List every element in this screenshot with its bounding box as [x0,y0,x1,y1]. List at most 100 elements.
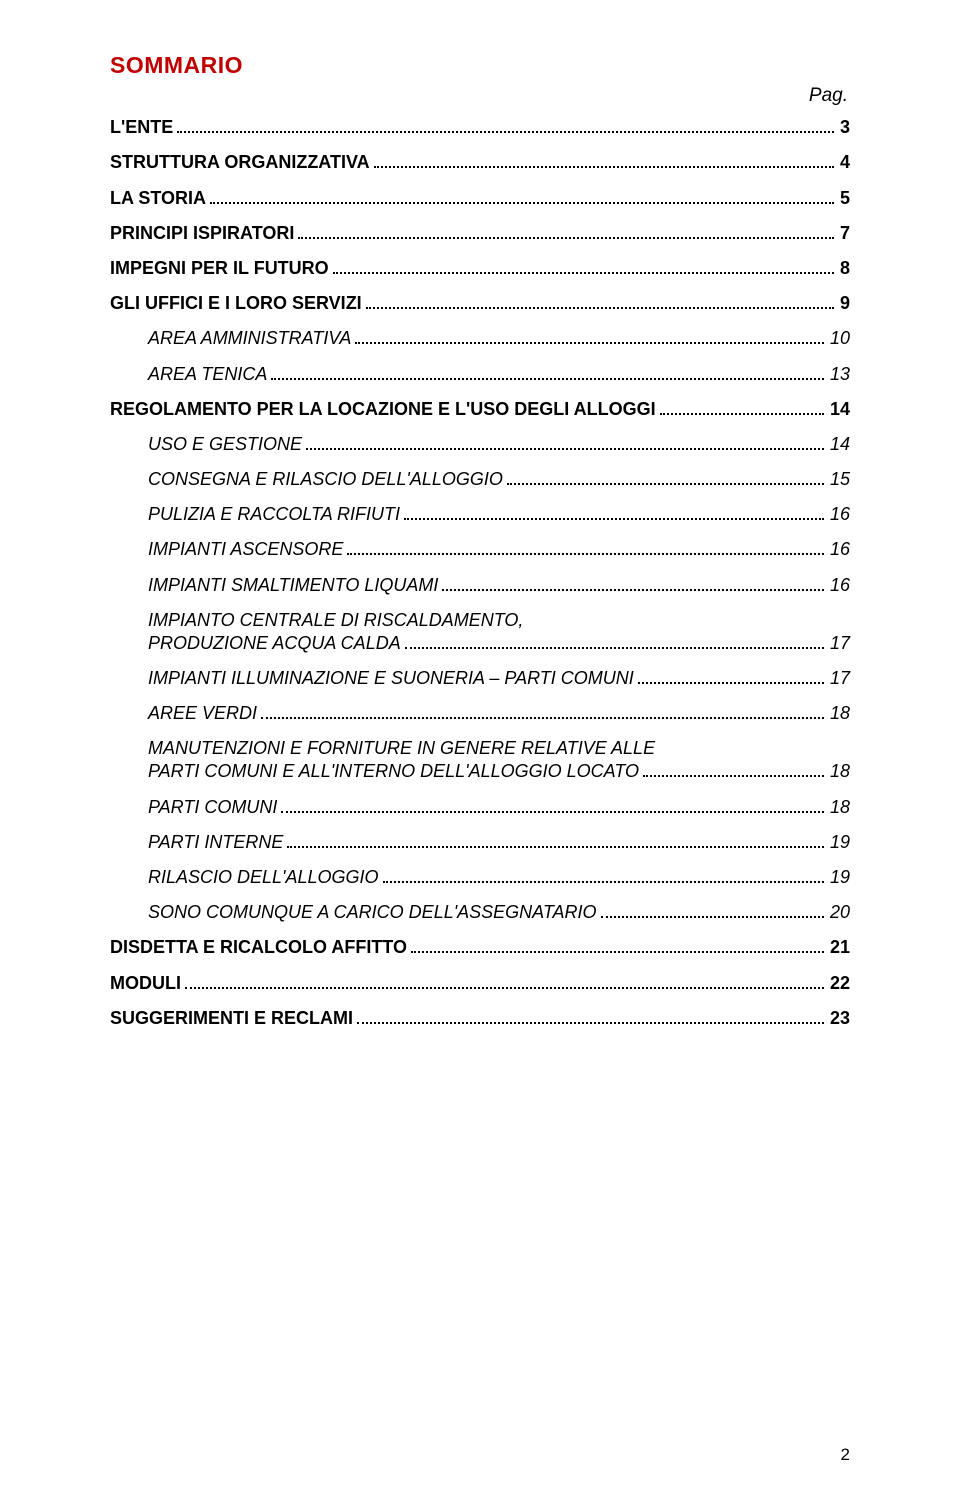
toc-page: 18 [828,703,850,724]
toc-entry: SUGGERIMENTI E RECLAMI 23 [110,1008,850,1029]
toc-label: MODULI [110,973,181,994]
toc-label: AREE VERDI [148,703,257,724]
toc-leader [298,223,834,239]
toc-page: 16 [828,504,850,525]
toc-page: 7 [838,223,850,244]
toc-leader [374,152,834,168]
toc-leader [287,832,824,848]
toc-page: 18 [828,761,850,782]
toc-leader [355,328,824,344]
toc-label: CONSEGNA E RILASCIO DELL'ALLOGGIO [148,469,503,490]
toc-entry: AREE VERDI 18 [110,703,850,724]
toc-entry: IMPEGNI PER IL FUTURO 8 [110,258,850,279]
toc-leader [643,761,824,777]
toc-leader [210,187,834,203]
toc-label: DISDETTA E RICALCOLO AFFITTO [110,937,407,958]
toc-entry: PARTI INTERNE 19 [110,832,850,853]
toc-entry: REGOLAMENTO PER LA LOCAZIONE E L'USO DEG… [110,399,850,420]
toc-entry: MODULI 22 [110,972,850,993]
toc-page: 20 [828,902,850,923]
toc-entry: AREA AMMINISTRATIVA 10 [110,328,850,349]
toc-leader [383,867,824,883]
page: SOMMARIO Pag. L'ENTE 3 STRUTTURA ORGANIZZA… [0,0,960,1493]
toc-label: REGOLAMENTO PER LA LOCAZIONE E L'USO DEG… [110,399,656,420]
toc-label: AREA TENICA [148,364,267,385]
toc-page: 8 [838,258,850,279]
footer-page-number: 2 [841,1445,850,1465]
toc-entry: CONSEGNA E RILASCIO DELL'ALLOGGIO 15 [110,469,850,490]
toc-label: AREA AMMINISTRATIVA [148,328,351,349]
toc-leader [442,574,824,590]
toc-label: PULIZIA E RACCOLTA RIFIUTI [148,504,400,525]
toc-label: LA STORIA [110,188,206,209]
toc-entry: IMPIANTI ASCENSORE16 [110,539,850,560]
toc-leader [405,633,824,649]
toc-label: USO E GESTIONE [148,434,302,455]
toc-entry: LA STORIA 5 [110,187,850,208]
toc-leader [404,504,824,520]
toc-page: 16 [828,575,850,596]
document-title: SOMMARIO [110,52,850,79]
toc-label: L'ENTE [110,117,173,138]
toc-leader [177,117,834,133]
toc-entry: PRODUZIONE ACQUA CALDA 17 [110,633,850,654]
toc-page: 17 [828,668,850,689]
toc-entry: IMPIANTI SMALTIMENTO LIQUAMI 16 [110,574,850,595]
toc-entry: RILASCIO DELL'ALLOGGIO19 [110,867,850,888]
toc-leader [660,399,824,415]
toc-entry: IMPIANTI ILLUMINAZIONE E SUONERIA – PART… [110,668,850,689]
toc-leader [601,902,824,918]
toc-entry-line1: MANUTENZIONI E FORNITURE IN GENERE RELAT… [110,738,850,759]
toc-leader [306,434,824,450]
toc-page: 14 [828,399,850,420]
toc-entry: SONO COMUNQUE A CARICO DELL'ASSEGNATARIO… [110,902,850,923]
toc-entry: DISDETTA E RICALCOLO AFFITTO21 [110,937,850,958]
toc-entry: PULIZIA E RACCOLTA RIFIUTI 16 [110,504,850,525]
table-of-contents: L'ENTE 3 STRUTTURA ORGANIZZATIVA4 LA STORIA… [110,117,850,1029]
toc-label: SUGGERIMENTI E RECLAMI [110,1008,353,1029]
toc-page: 13 [828,364,850,385]
toc-label: PARTI COMUNI [148,797,277,818]
toc-entry: L'ENTE 3 [110,117,850,138]
toc-entry: AREA TENICA 13 [110,363,850,384]
toc-page: 9 [838,293,850,314]
toc-label: SONO COMUNQUE A CARICO DELL'ASSEGNATARIO [148,902,597,923]
toc-leader [347,539,824,555]
toc-label: PARTI INTERNE [148,832,283,853]
toc-page: 19 [828,832,850,853]
toc-label: IMPIANTI ILLUMINAZIONE E SUONERIA – PART… [148,668,634,689]
toc-entry: GLI UFFICI E I LORO SERVIZI 9 [110,293,850,314]
toc-leader [271,363,824,379]
toc-entry: PARTI COMUNI18 [110,796,850,817]
toc-label: GLI UFFICI E I LORO SERVIZI [110,293,362,314]
toc-leader [357,1008,824,1024]
toc-entry-line1: IMPIANTO CENTRALE DI RISCALDAMENTO, [110,610,850,631]
toc-entry: PRINCIPI ISPIRATORI 7 [110,223,850,244]
toc-label: IMPIANTI ASCENSORE [148,539,343,560]
toc-page: 3 [838,117,850,138]
toc-leader [507,469,824,485]
toc-label: IMPEGNI PER IL FUTURO [110,258,329,279]
toc-leader [185,972,824,988]
toc-leader [411,937,824,953]
page-label: Pag. [110,85,850,107]
toc-page: 17 [828,633,850,654]
toc-leader [638,668,824,684]
toc-leader [281,796,824,812]
toc-entry: USO E GESTIONE 14 [110,434,850,455]
toc-label: PARTI COMUNI E ALL'INTERNO DELL'ALLOGGIO… [148,761,639,782]
toc-page: 23 [828,1008,850,1029]
toc-page: 19 [828,867,850,888]
toc-page: 5 [838,188,850,209]
toc-label: IMPIANTI SMALTIMENTO LIQUAMI [148,575,438,596]
toc-leader [366,293,834,309]
toc-page: 15 [828,469,850,490]
toc-page: 14 [828,434,850,455]
toc-entry: STRUTTURA ORGANIZZATIVA4 [110,152,850,173]
toc-label: STRUTTURA ORGANIZZATIVA [110,152,370,173]
toc-page: 10 [828,328,850,349]
toc-label: PRINCIPI ISPIRATORI [110,223,294,244]
toc-entry: PARTI COMUNI E ALL'INTERNO DELL'ALLOGGIO… [110,761,850,782]
toc-page: 22 [828,973,850,994]
toc-label: PRODUZIONE ACQUA CALDA [148,633,401,654]
